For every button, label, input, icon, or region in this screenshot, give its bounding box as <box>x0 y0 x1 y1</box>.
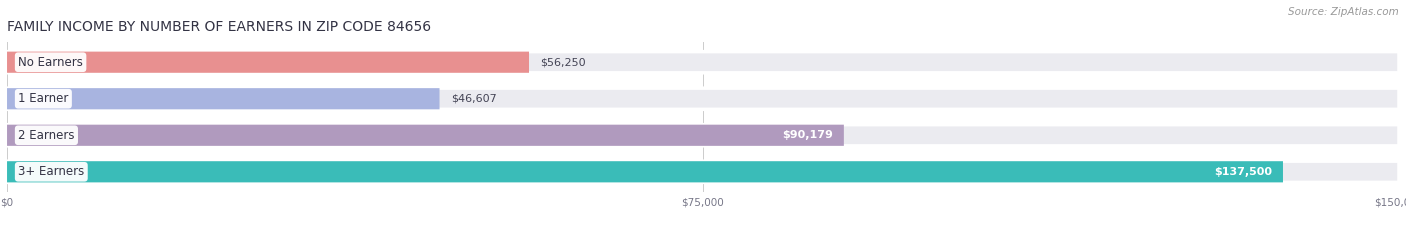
Text: $56,250: $56,250 <box>540 57 586 67</box>
Text: 1 Earner: 1 Earner <box>18 92 69 105</box>
FancyBboxPatch shape <box>7 52 1399 73</box>
FancyBboxPatch shape <box>7 88 440 109</box>
Text: Source: ZipAtlas.com: Source: ZipAtlas.com <box>1288 7 1399 17</box>
Text: No Earners: No Earners <box>18 56 83 69</box>
FancyBboxPatch shape <box>7 88 1399 109</box>
Text: 3+ Earners: 3+ Earners <box>18 165 84 178</box>
Text: $46,607: $46,607 <box>451 94 496 104</box>
FancyBboxPatch shape <box>7 125 1399 146</box>
Text: $90,179: $90,179 <box>782 130 832 140</box>
FancyBboxPatch shape <box>7 161 1399 182</box>
FancyBboxPatch shape <box>7 52 529 73</box>
Text: $137,500: $137,500 <box>1213 167 1272 177</box>
FancyBboxPatch shape <box>7 161 1284 182</box>
Text: 2 Earners: 2 Earners <box>18 129 75 142</box>
Text: FAMILY INCOME BY NUMBER OF EARNERS IN ZIP CODE 84656: FAMILY INCOME BY NUMBER OF EARNERS IN ZI… <box>7 20 432 34</box>
FancyBboxPatch shape <box>7 125 844 146</box>
